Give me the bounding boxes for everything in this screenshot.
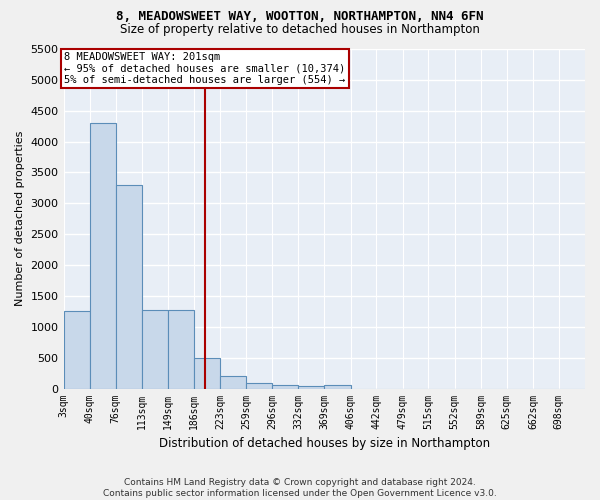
Text: 8, MEADOWSWEET WAY, WOOTTON, NORTHAMPTON, NN4 6FN: 8, MEADOWSWEET WAY, WOOTTON, NORTHAMPTON… — [116, 10, 484, 23]
Bar — [167, 310, 194, 388]
Bar — [324, 385, 350, 388]
Bar — [90, 123, 116, 388]
Bar — [194, 358, 220, 388]
Text: Size of property relative to detached houses in Northampton: Size of property relative to detached ho… — [120, 22, 480, 36]
Bar — [298, 386, 324, 388]
Text: Contains HM Land Registry data © Crown copyright and database right 2024.
Contai: Contains HM Land Registry data © Crown c… — [103, 478, 497, 498]
Bar — [142, 310, 167, 388]
X-axis label: Distribution of detached houses by size in Northampton: Distribution of detached houses by size … — [159, 437, 490, 450]
Bar — [116, 185, 142, 388]
Bar — [64, 312, 90, 388]
Bar — [246, 383, 272, 388]
Bar — [220, 376, 246, 388]
Bar — [272, 385, 298, 388]
Text: 8 MEADOWSWEET WAY: 201sqm
← 95% of detached houses are smaller (10,374)
5% of se: 8 MEADOWSWEET WAY: 201sqm ← 95% of detac… — [64, 52, 346, 86]
Y-axis label: Number of detached properties: Number of detached properties — [15, 131, 25, 306]
